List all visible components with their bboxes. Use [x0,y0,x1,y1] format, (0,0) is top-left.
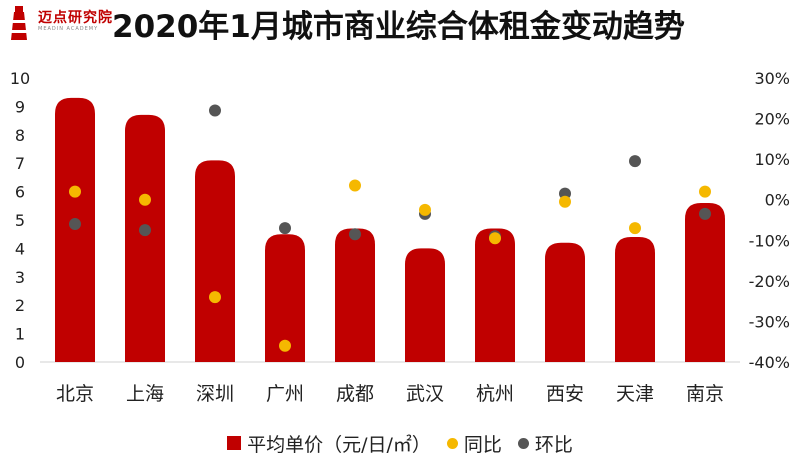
legend-label-yoy: 同比 [463,433,502,456]
left-axis-tick-label: 3 [15,268,25,287]
yoy-point-武汉 [419,203,431,216]
yoy-point-天津 [629,222,641,235]
chart-area: 0 1 2 3 4 5 6 7 8 9 10 -40% -30% -20% -10% 0% 10% 20% 30% 北… [10,69,790,405]
left-axis-tick-label: 7 [15,154,25,173]
chart-title: 2020年1月城市商业综合体租金变动趋势 [112,9,685,45]
bar-深圳 [195,160,235,362]
bar-上海 [125,114,165,362]
left-axis-tick-label: 4 [15,239,25,258]
x-axis-category-label: 深圳 [196,383,234,405]
left-axis-tick-label: 9 [15,97,25,116]
x-axis-category-label: 北京 [56,383,94,405]
x-axis-category-label: 成都 [336,383,374,405]
right-axis-tick-label: -20% [749,272,790,291]
yoy-point-西安 [559,195,571,208]
legend-label-mom: 环比 [534,433,573,456]
logo-text: 迈点研究院 [38,10,113,26]
bar-武汉 [405,248,445,362]
left-axis-tick-label: 10 [10,69,30,88]
right-axis-tick-label: 20% [754,110,790,129]
legend-swatch-bar [227,436,242,450]
x-axis-category-label: 天津 [616,383,654,405]
yoy-point-北京 [69,185,81,198]
yoy-point-成都 [349,179,361,192]
yoy-point-深圳 [209,291,221,304]
mom-point-上海 [139,224,151,237]
left-axis-tick-label: 8 [15,126,25,145]
x-axis-category-label: 广州 [266,383,304,405]
right-axis-tick-label: -10% [749,231,790,250]
x-axis-category-label: 西安 [546,383,584,405]
left-axis-tick-label: 5 [15,211,25,230]
lighthouse-icon [11,6,27,40]
legend-swatch-yoy [446,437,458,449]
legend-item-bar: 平均单价（元/日/㎡） [227,430,431,457]
x-axis-category-label: 南京 [686,383,724,405]
bar-西安 [545,242,585,362]
bar-南京 [685,202,725,362]
legend-swatch-mom [517,437,529,449]
yoy-point-杭州 [489,232,501,245]
right-axis-tick-label: 0% [765,191,790,210]
right-axis-tick-label: 10% [754,150,790,169]
logo-subtext: MEADIN ACADEMY [38,26,99,32]
logo: 迈点研究院 MEADIN ACADEMY [6,4,113,44]
bar-天津 [615,237,655,362]
x-axis-category-label: 武汉 [406,383,444,405]
yoy-point-南京 [699,185,711,198]
legend-item-mom: 环比 [517,430,573,457]
right-axis-tick-label: -30% [749,312,790,331]
legend: 平均单价（元/日/㎡） 同比 环比 [0,426,800,460]
mom-point-南京 [699,207,711,220]
x-axis-category-label: 杭州 [476,383,514,405]
left-axis-tick-label: 0 [15,353,25,372]
bar-广州 [265,234,305,362]
legend-label-bar: 平均单价（元/日/㎡） [247,433,431,456]
left-axis-tick-label: 2 [15,296,25,315]
bar-成都 [335,228,375,362]
right-axis-tick-label: 30% [754,69,790,88]
mom-point-深圳 [209,104,221,117]
mom-point-广州 [279,222,291,235]
x-axis-category-label: 上海 [126,383,164,405]
mom-point-北京 [69,218,81,231]
mom-point-天津 [629,155,641,168]
legend-item-yoy: 同比 [446,430,502,457]
yoy-point-广州 [279,339,291,352]
bar-杭州 [475,228,515,362]
left-axis-tick-label: 6 [15,183,25,202]
yoy-point-上海 [139,193,151,206]
left-axis-tick-label: 1 [15,325,25,344]
right-axis-tick-label: -40% [749,353,790,372]
mom-point-成都 [349,228,361,241]
